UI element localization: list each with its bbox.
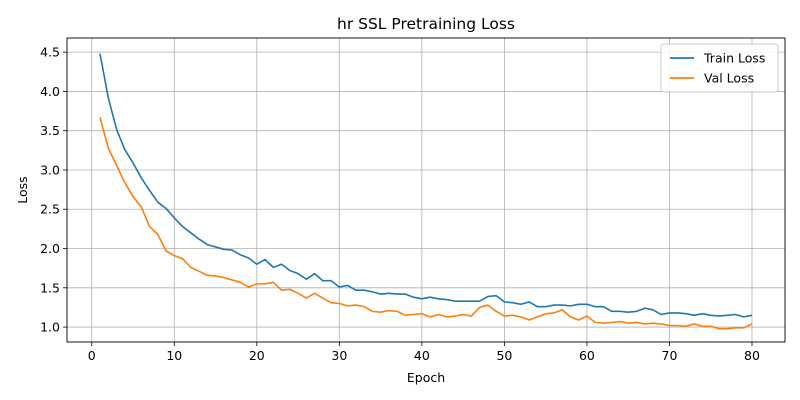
x-tick-label: 80 — [744, 348, 760, 363]
series-line-train-loss — [99, 53, 753, 318]
x-tick-label: 50 — [496, 348, 512, 363]
x-tick-label: 60 — [579, 348, 595, 363]
plot-frame — [66, 37, 786, 343]
x-tick-label: 40 — [414, 348, 430, 363]
x-axis-title: Epoch — [407, 370, 445, 385]
x-axis-ticks: 0 10 20 30 40 50 60 70 80 — [88, 342, 760, 363]
y-tick-label: 3.5 — [40, 123, 60, 138]
x-tick-label: 0 — [88, 348, 96, 363]
x-tick-label: 20 — [249, 348, 265, 363]
legend-box — [660, 43, 779, 93]
y-axis-title: Loss — [15, 176, 30, 203]
series-layer — [99, 53, 753, 330]
y-tick-label: 4.5 — [40, 45, 60, 60]
y-tick-label: 1.5 — [40, 280, 60, 295]
x-tick-label: 10 — [166, 348, 182, 363]
x-tick-label: 30 — [331, 348, 347, 363]
y-axis-ticks: 1.0 1.5 2.0 2.5 3.0 3.5 4.0 4.5 — [40, 45, 67, 335]
legend-label: Val Loss — [704, 71, 754, 86]
y-tick-label: 2.0 — [40, 241, 60, 256]
x-tick-label: 70 — [662, 348, 678, 363]
y-tick-label: 1.0 — [40, 320, 60, 335]
y-tick-label: 4.0 — [40, 84, 60, 99]
legend-label: Train Loss — [703, 51, 765, 66]
legend: Train Loss Val Loss — [660, 43, 779, 93]
y-tick-label: 2.5 — [40, 202, 60, 217]
y-tick-label: 3.0 — [40, 162, 60, 177]
chart-title: hr SSL Pretraining Loss — [337, 15, 515, 33]
series-line-val-loss — [99, 117, 753, 330]
